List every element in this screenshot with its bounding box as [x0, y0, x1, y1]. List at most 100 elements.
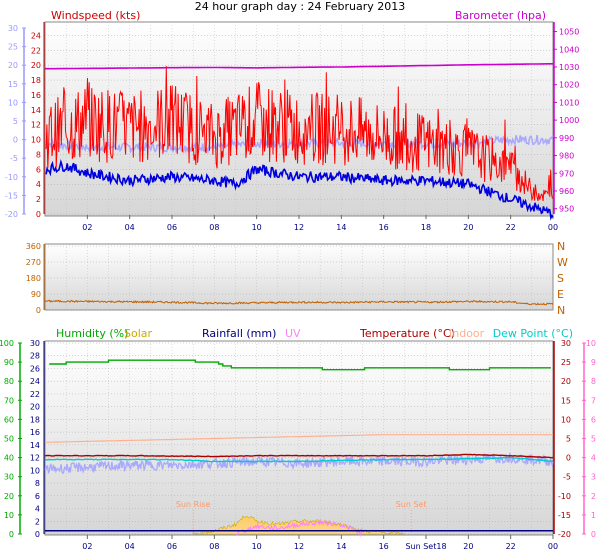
rain-axis-tick-label: 18 — [30, 415, 40, 424]
left-axis-tick-label: 10 — [8, 98, 18, 107]
baro-axis-tick-label: 990 — [559, 134, 574, 143]
uv-axis-tick-label: 10 — [586, 339, 596, 348]
baro-axis-tick-label: 1040 — [559, 45, 579, 54]
sun-marker-label: Sun Set — [396, 500, 427, 509]
legend-dew-point: Dew Point (°C) — [493, 327, 573, 340]
humidity-axis-tick-label: 10 — [4, 511, 14, 520]
baro-axis-tick-label: 1000 — [559, 116, 579, 125]
rain-axis-tick-label: 24 — [30, 377, 40, 386]
rain-axis-tick-label: 14 — [30, 441, 40, 450]
uv-axis-tick-label: 9 — [591, 358, 596, 367]
series-wind-direction — [44, 299, 554, 306]
left-axis-tick-label: 25 — [8, 43, 18, 52]
direction-compass-label: E — [557, 288, 564, 301]
humidity-axis-tick-label: 80 — [4, 377, 14, 386]
left-axis-tick-label: -10 — [5, 173, 18, 182]
baro-axis-tick-label: 1020 — [559, 81, 579, 90]
legend-solar: Solar — [124, 327, 153, 340]
baro-axis-tick-label: 980 — [559, 152, 574, 161]
direction-compass-label: N — [557, 304, 565, 317]
rain-axis-tick-label: 12 — [30, 454, 40, 463]
x-tick-label-p3: 16 — [379, 542, 389, 551]
series-humidity — [49, 359, 551, 371]
x-tick-label-p3: 10 — [252, 542, 262, 551]
baro-axis-tick-label: 1030 — [559, 63, 579, 72]
rain-axis-tick-label: 28 — [30, 352, 40, 361]
baro-axis-tick-label: 950 — [559, 205, 574, 214]
temperature-axis-tick-label: 20 — [561, 377, 571, 386]
uv-axis-tick-label: 3 — [591, 473, 596, 482]
wind-axis-tick-label: 16 — [31, 91, 41, 100]
left-axis-tick-label: 20 — [8, 61, 18, 70]
x-tick-label-p1: 00 — [548, 223, 558, 232]
uv-axis-tick-label: 8 — [591, 377, 596, 386]
x-tick-label-p3: 04 — [125, 542, 135, 551]
uv-axis-tick-label: 2 — [591, 492, 596, 501]
wind-axis-tick-label: 22 — [31, 46, 41, 55]
baro-axis-tick-label: 970 — [559, 169, 574, 178]
legend-barometer: Barometer (hpa) — [455, 9, 546, 22]
uv-axis-tick-label: 1 — [591, 511, 596, 520]
wind-axis-tick-label: 20 — [31, 61, 41, 70]
direction-compass-label: S — [557, 272, 564, 285]
left-axis-tick-label: 15 — [8, 80, 18, 89]
rain-axis-tick-label: 26 — [30, 364, 40, 373]
rain-axis-tick-label: 30 — [30, 339, 40, 348]
rain-axis-tick-label: 20 — [30, 403, 40, 412]
uv-axis-tick-label: 5 — [591, 435, 596, 444]
temperature-axis-tick-label: 5 — [566, 435, 571, 444]
axes: 302520151050-5-10-15-2024222018161412108… — [0, 22, 596, 551]
left-axis-tick-label: -5 — [10, 154, 18, 163]
uv-axis-tick-label: 7 — [591, 396, 596, 405]
humidity-axis-tick-label: 90 — [4, 358, 14, 367]
temperature-axis-tick-label: 0 — [566, 454, 571, 463]
rain-axis-tick-label: 0 — [35, 530, 40, 539]
chart-title: 24 hour graph day : 24 February 2013 — [195, 0, 406, 13]
wind-axis-tick-label: 12 — [31, 121, 41, 130]
legend-uv: UV — [285, 327, 301, 340]
x-tick-label-p3: 02 — [82, 542, 92, 551]
rain-axis-tick-label: 8 — [35, 479, 40, 488]
wind-axis-tick-label: 14 — [31, 106, 41, 115]
rain-axis-tick-label: 10 — [30, 466, 40, 475]
humidity-axis-tick-label: 40 — [4, 454, 14, 463]
series-wind-average — [45, 158, 554, 221]
x-tick-label-p1: 06 — [167, 223, 177, 232]
legend-indoor: Indoor — [449, 327, 485, 340]
legend-windspeed: Windspeed (kts) — [51, 9, 140, 22]
legend-humidity: Humidity (%) — [56, 327, 128, 340]
wind-axis-tick-label: 10 — [31, 136, 41, 145]
direction-compass-label: W — [557, 256, 568, 269]
x-tick-label-p1: 14 — [336, 223, 346, 232]
legend-rainfall: Rainfall (mm) — [202, 327, 276, 340]
temperature-axis-tick-label: -15 — [558, 511, 571, 520]
direction-axis-tick-label: 360 — [26, 242, 41, 251]
x-tick-label-p1: 08 — [209, 223, 219, 232]
temperature-axis-tick-label: -20 — [558, 530, 571, 539]
x-tick-label-p1: 20 — [463, 223, 473, 232]
humidity-axis-tick-label: 0 — [9, 530, 14, 539]
series-indoor — [44, 434, 553, 443]
series-uv — [235, 519, 363, 538]
uv-axis-tick-label: 0 — [591, 530, 596, 539]
series-dew-point — [44, 456, 554, 463]
temperature-axis-tick-label: -10 — [558, 492, 571, 501]
temperature-axis-tick-label: 10 — [561, 415, 571, 424]
rain-axis-tick-label: 2 — [35, 517, 40, 526]
x-tick-label-p1: 12 — [294, 223, 304, 232]
left-axis-tick-label: -20 — [5, 210, 18, 219]
uv-axis-tick-label: 4 — [591, 454, 596, 463]
x-tick-label-p3: 22 — [506, 542, 516, 551]
temperature-axis-tick-label: 25 — [561, 358, 571, 367]
x-tick-label-p1: 02 — [82, 223, 92, 232]
series-barometer — [45, 63, 553, 70]
rain-axis-tick-label: 22 — [30, 390, 40, 399]
humidity-axis-tick-label: 50 — [4, 435, 14, 444]
x-tick-label-p3: 00 — [548, 542, 558, 551]
series-layer: Sun Rise Sun Set — [44, 63, 554, 538]
wind-axis-tick-label: 4 — [36, 180, 41, 189]
humidity-axis-tick-label: 60 — [4, 415, 14, 424]
rain-axis-tick-label: 4 — [35, 505, 40, 514]
direction-axis-tick-label: 0 — [36, 306, 41, 315]
